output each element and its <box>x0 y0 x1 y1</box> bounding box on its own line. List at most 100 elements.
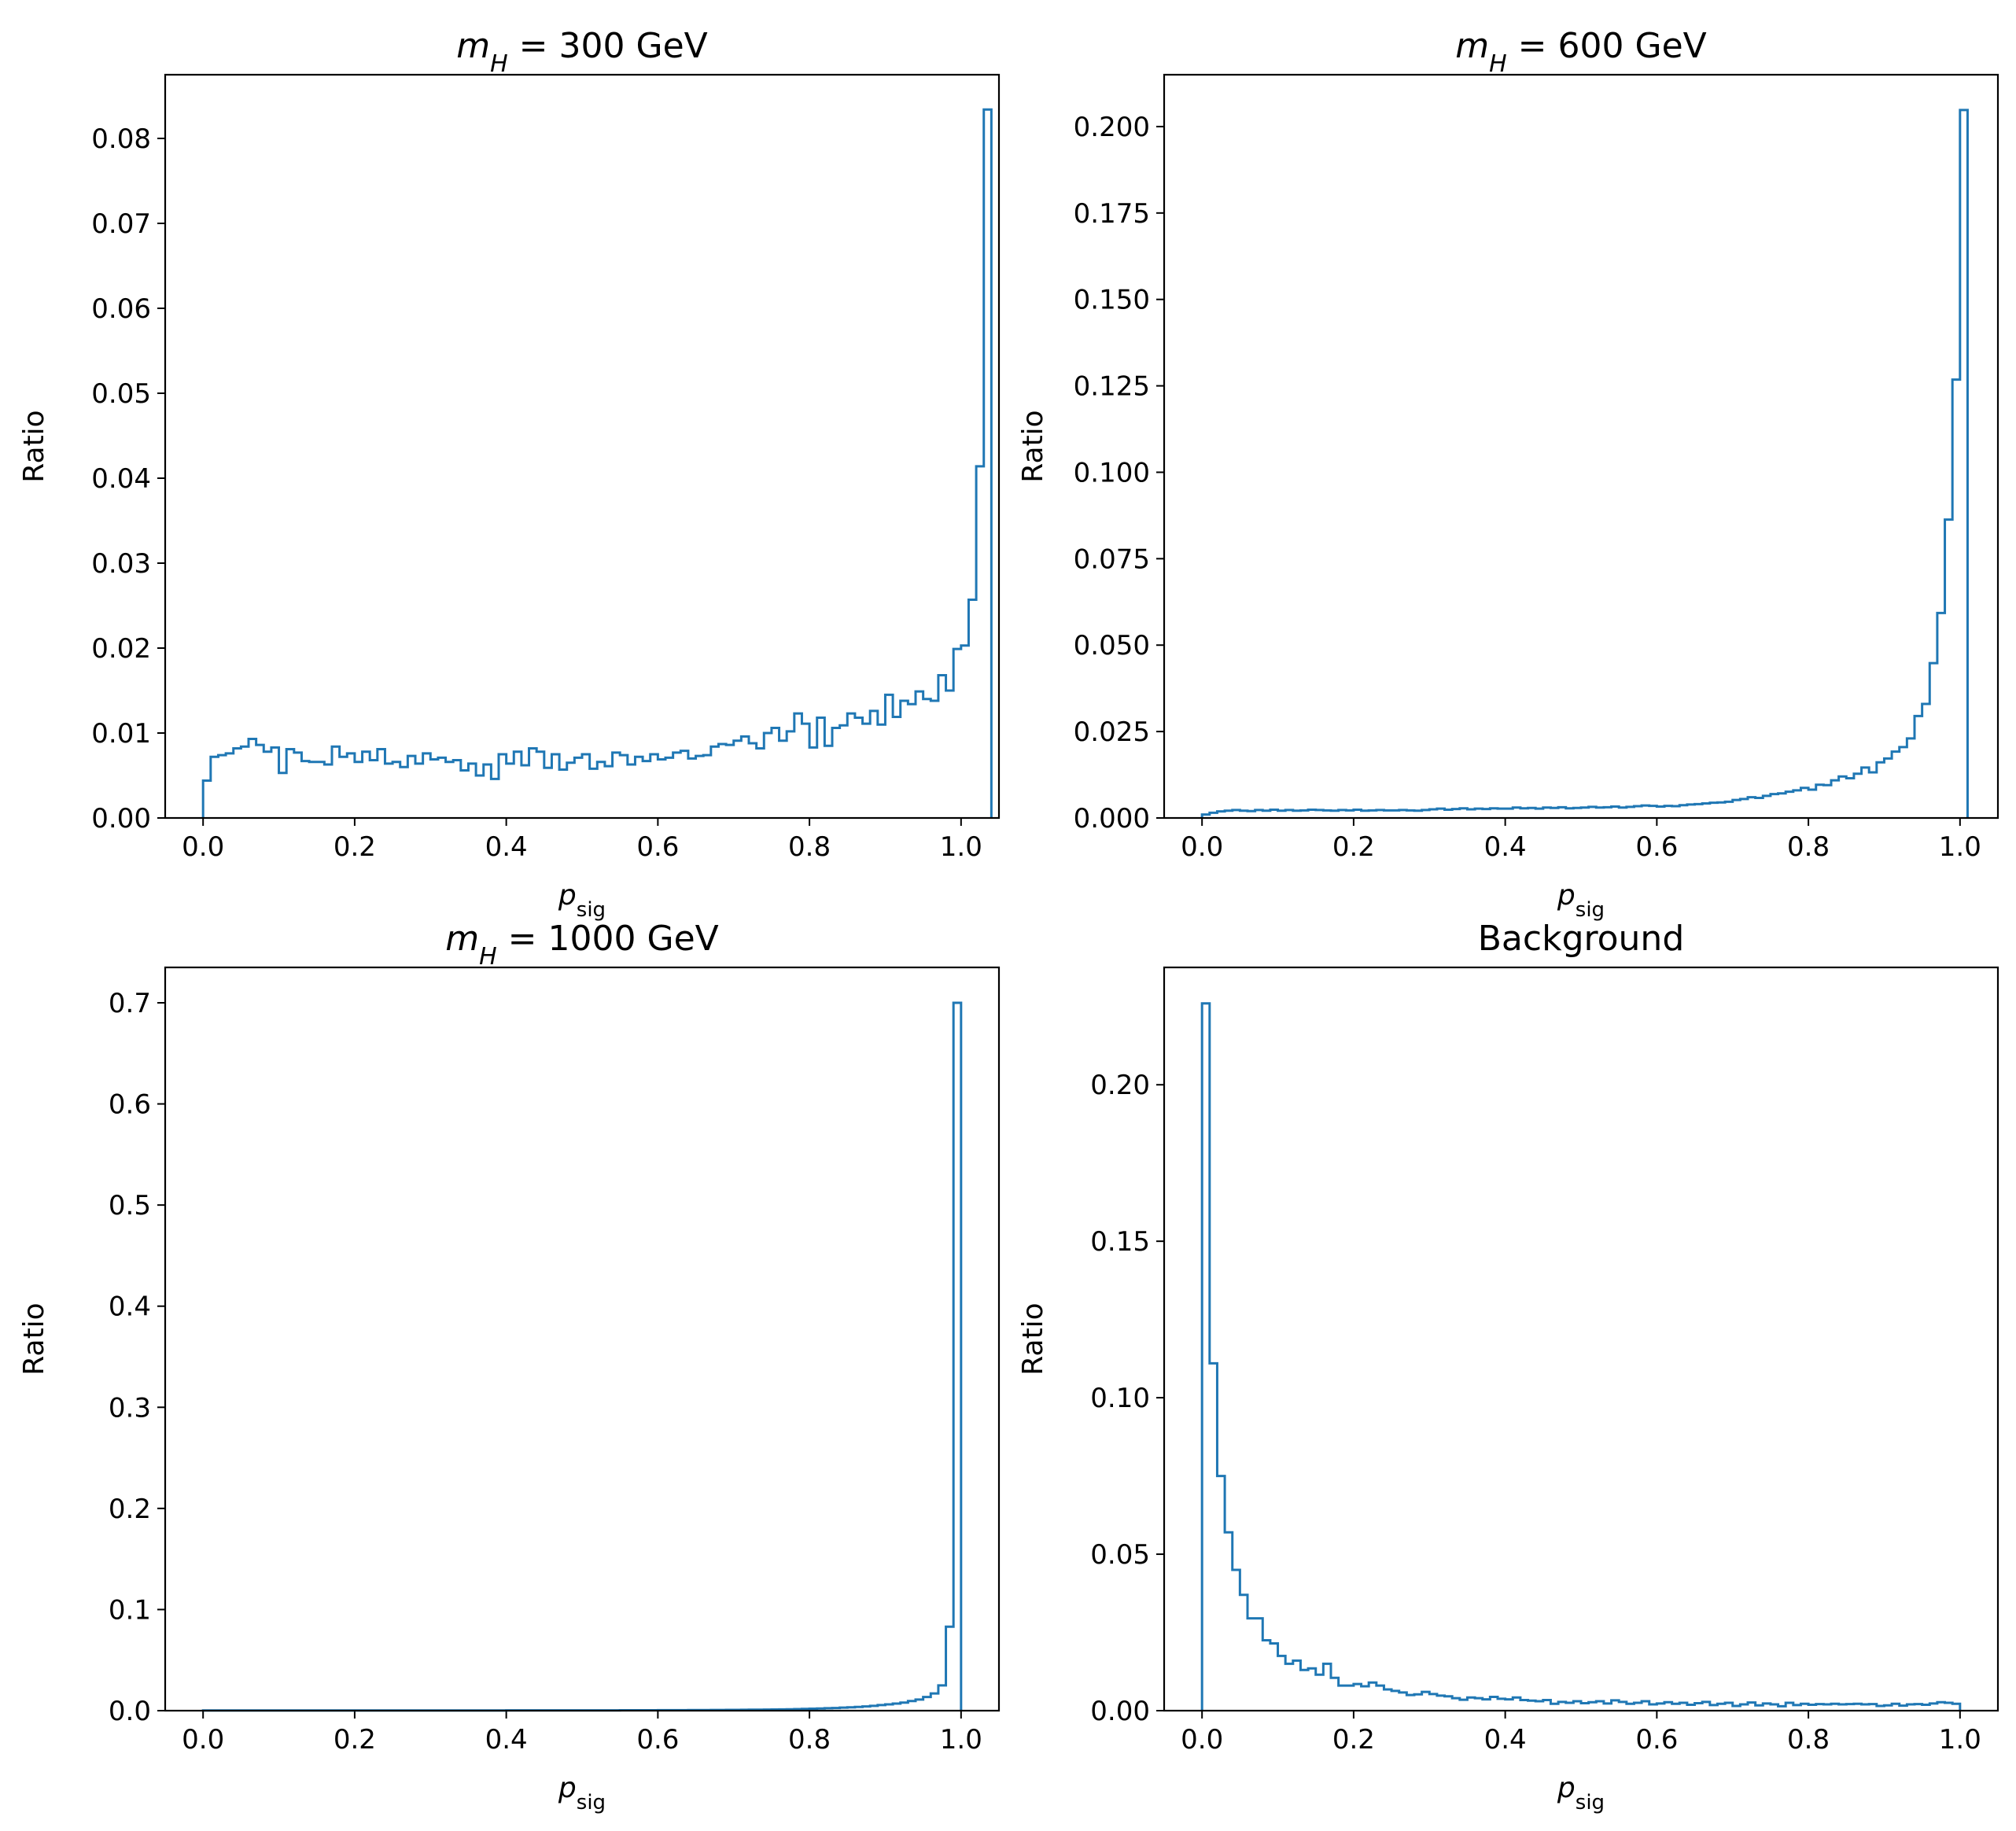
plot-frame <box>164 73 1001 820</box>
y-tick-label: 0.125 <box>1074 371 1150 403</box>
y-axis-label: Ratio <box>1017 1302 1049 1375</box>
y-tick-label: 0.00 <box>91 803 151 834</box>
x-tick-label: 0.8 <box>788 831 831 863</box>
y-tick-label: 0.000 <box>1074 803 1150 834</box>
x-axis-label: psig <box>1557 879 1605 922</box>
y-tick-label: 0.025 <box>1074 717 1150 748</box>
y-tick-label: 0.20 <box>1090 1070 1150 1101</box>
y-tick-label: 0.200 <box>1074 112 1150 143</box>
panel-title: Background <box>1478 919 1685 959</box>
panel-mh-300: mH = 300 GeV Ratio psig 0.0 0.2 0.4 0.6 0.8 1… <box>18 26 1001 922</box>
y-tick-label: 0.4 <box>109 1291 151 1323</box>
panel-title: mH = 1000 GeV <box>445 919 719 971</box>
title-symbol: m <box>1455 26 1489 66</box>
title-text: Background <box>1478 919 1685 959</box>
y-tick-label: 0.02 <box>91 633 151 665</box>
panel-background: Background Ratio psig 0.0 0.2 0.4 0.6 0.8 1.0… <box>1017 919 1999 1814</box>
y-tick-label: 0.01 <box>91 718 151 750</box>
x-tick-label: 0.8 <box>1787 831 1830 863</box>
y-tick-label: 0.2 <box>109 1494 151 1525</box>
x-tick-label: 0.8 <box>788 1724 831 1755</box>
x-tick-label: 0.0 <box>1181 1724 1223 1755</box>
x-axis-subscript: sig <box>1576 1791 1605 1814</box>
panel-mh-600: mH = 600 GeV Ratio psig 0.0 0.2 0.4 0.6 0.8 1… <box>1017 26 1999 922</box>
x-tick-label: 1.0 <box>1939 831 1981 863</box>
y-tick-label: 0.150 <box>1074 285 1150 316</box>
y-tick-label: 0.6 <box>109 1089 151 1121</box>
x-tick-label: 0.0 <box>1181 831 1223 863</box>
histogram-series <box>1200 109 1969 818</box>
y-tick-label: 0.03 <box>91 548 151 580</box>
x-tick-label: 0.6 <box>636 831 679 863</box>
y-tick-label: 0.7 <box>109 988 151 1019</box>
x-axis-symbol: p <box>558 879 577 912</box>
ticks: 0.0 0.2 0.4 0.6 0.8 1.0 0.000 0.025 0.050 0.075 0.… <box>1074 112 1981 863</box>
x-tick-label: 0.2 <box>334 831 376 863</box>
y-tick-label: 0.100 <box>1074 457 1150 488</box>
y-tick-label: 0.04 <box>91 463 151 495</box>
x-axis-subscript: sig <box>1576 898 1605 922</box>
x-axis-symbol: p <box>1557 1772 1576 1804</box>
x-axis-subscript: sig <box>577 1791 606 1814</box>
y-tick-label: 0.05 <box>1090 1539 1150 1571</box>
ticks: 0.0 0.2 0.4 0.6 0.8 1.0 0.00 0.01 0.02 0.03 0.04 0.… <box>91 123 982 863</box>
histogram-series <box>201 108 993 818</box>
y-tick-label: 0.3 <box>109 1392 151 1424</box>
y-tick-label: 0.06 <box>91 293 151 325</box>
x-tick-label: 0.6 <box>1635 1724 1678 1755</box>
y-tick-label: 0.0 <box>109 1696 151 1727</box>
y-tick-label: 0.075 <box>1074 543 1150 575</box>
x-axis-symbol: p <box>558 1772 577 1804</box>
y-tick-label: 0.050 <box>1074 630 1150 661</box>
x-tick-label: 0.6 <box>1635 831 1678 863</box>
title-subscript: H <box>490 50 508 78</box>
x-axis-subscript: sig <box>577 898 606 922</box>
panel-title: mH = 600 GeV <box>1455 26 1707 78</box>
plot-frame <box>164 966 1001 1712</box>
title-subscript: H <box>1489 50 1507 78</box>
plot-frame <box>1163 966 1999 1712</box>
title-subscript: H <box>479 943 497 971</box>
y-tick-label: 0.07 <box>91 208 151 240</box>
title-text: = 1000 GeV <box>497 919 719 959</box>
panel-title: mH = 300 GeV <box>456 26 708 78</box>
y-tick-label: 0.1 <box>109 1594 151 1626</box>
x-tick-label: 0.2 <box>334 1724 376 1755</box>
x-axis-label: psig <box>1557 1772 1605 1814</box>
x-tick-label: 0.4 <box>485 1724 528 1755</box>
x-axis-label: psig <box>558 1772 606 1814</box>
y-tick-label: 0.15 <box>1090 1226 1150 1258</box>
histogram-series <box>1200 1002 1962 1711</box>
plot-frame <box>1163 73 1999 820</box>
y-axis-label: Ratio <box>18 410 50 482</box>
x-tick-label: 0.4 <box>485 831 528 863</box>
x-tick-label: 1.0 <box>940 1724 982 1755</box>
y-tick-label: 0.5 <box>109 1190 151 1221</box>
x-tick-label: 0.2 <box>1332 831 1375 863</box>
title-text: = 600 GeV <box>1507 26 1707 66</box>
x-tick-label: 1.0 <box>940 831 982 863</box>
x-tick-label: 0.0 <box>182 1724 224 1755</box>
y-tick-label: 0.10 <box>1090 1383 1150 1414</box>
title-symbol: m <box>456 26 490 66</box>
y-tick-label: 0.05 <box>91 378 151 410</box>
y-tick-label: 0.08 <box>91 123 151 155</box>
title-text: = 300 GeV <box>508 26 708 66</box>
title-symbol: m <box>445 919 479 959</box>
y-axis-label: Ratio <box>18 1302 50 1375</box>
x-tick-label: 1.0 <box>1939 1724 1981 1755</box>
x-tick-label: 0.6 <box>636 1724 679 1755</box>
x-tick-label: 0.0 <box>182 831 224 863</box>
x-tick-label: 0.2 <box>1332 1724 1375 1755</box>
ticks: 0.0 0.2 0.4 0.6 0.8 1.0 0.00 0.05 0.10 0.15 0.20 <box>1090 1070 1981 1755</box>
x-tick-label: 0.4 <box>1484 831 1527 863</box>
y-tick-label: 0.175 <box>1074 198 1150 230</box>
ticks: 0.0 0.2 0.4 0.6 0.8 1.0 0.0 0.1 0.2 0.3 0.4 0.5 0.6 0… <box>109 988 982 1755</box>
y-tick-label: 0.00 <box>1090 1696 1150 1727</box>
x-tick-label: 0.4 <box>1484 1724 1527 1755</box>
panel-mh-1000: mH = 1000 GeV Ratio psig 0.0 0.2 0.4 0.6 0.8… <box>18 919 1001 1814</box>
x-axis-symbol: p <box>1557 879 1576 912</box>
x-tick-label: 0.8 <box>1787 1724 1830 1755</box>
x-axis-label: psig <box>558 879 606 922</box>
